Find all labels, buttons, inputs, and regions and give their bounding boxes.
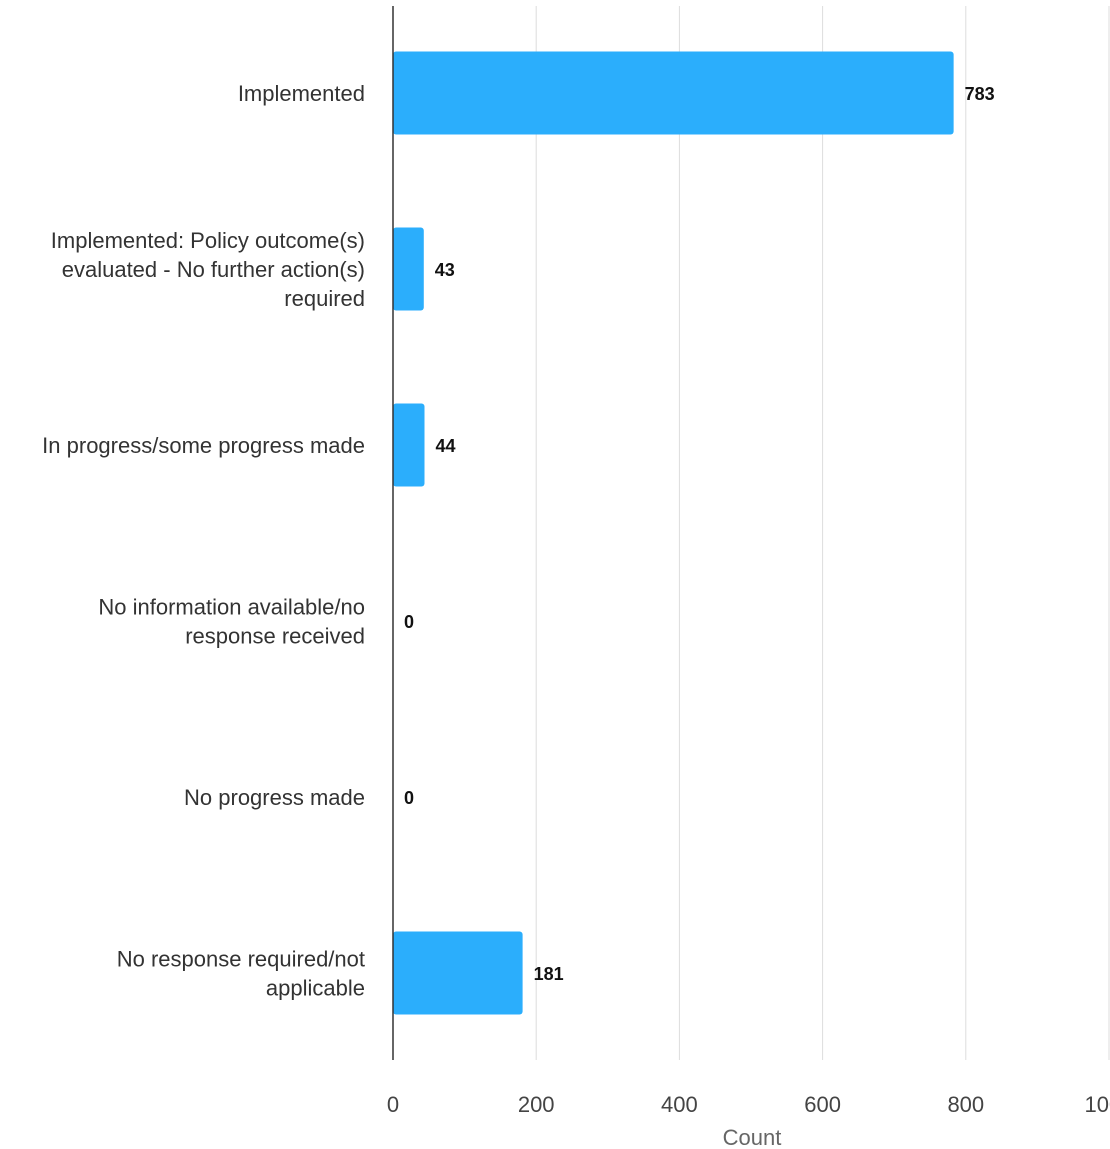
data-label-2: 44 <box>436 436 456 456</box>
x-tick-label-4: 800 <box>947 1092 984 1117</box>
data-label-3: 0 <box>404 612 414 632</box>
x-axis-title: Count <box>723 1125 782 1149</box>
data-label-4: 0 <box>404 788 414 808</box>
x-tick-label-2: 400 <box>661 1092 698 1117</box>
data-label-0: 783 <box>965 84 995 104</box>
x-tick-label-5: 1000 <box>1085 1092 1110 1117</box>
x-tick-label-1: 200 <box>518 1092 555 1117</box>
bar-0 <box>393 51 954 135</box>
bar-2 <box>393 403 425 487</box>
category-label-5: No response required/not applicable <box>117 947 365 1001</box>
bar-layer <box>393 51 954 1015</box>
x-tick-label-3: 600 <box>804 1092 841 1117</box>
category-label-0: Implemented <box>238 81 365 106</box>
bar-1 <box>393 227 424 311</box>
data-label-5: 181 <box>534 964 564 984</box>
category-label-2: In progress/some progress made <box>42 433 365 458</box>
data-label-1: 43 <box>435 260 455 280</box>
label-layer: 783 Implemented 43 Implemented: Policy outc… <box>42 81 995 1001</box>
grid-layer <box>535 6 1110 1060</box>
category-label-4: No progress made <box>184 785 365 810</box>
bar-5 <box>393 931 523 1015</box>
category-label-3: No information available/no response rece… <box>98 595 365 649</box>
x-tick-label-0: 0 <box>387 1092 399 1117</box>
category-label-1: Implemented: Policy outcome(s) evaluated … <box>51 228 365 311</box>
axis-layer: 0 200 400 600 800 1000 <box>387 6 1110 1117</box>
